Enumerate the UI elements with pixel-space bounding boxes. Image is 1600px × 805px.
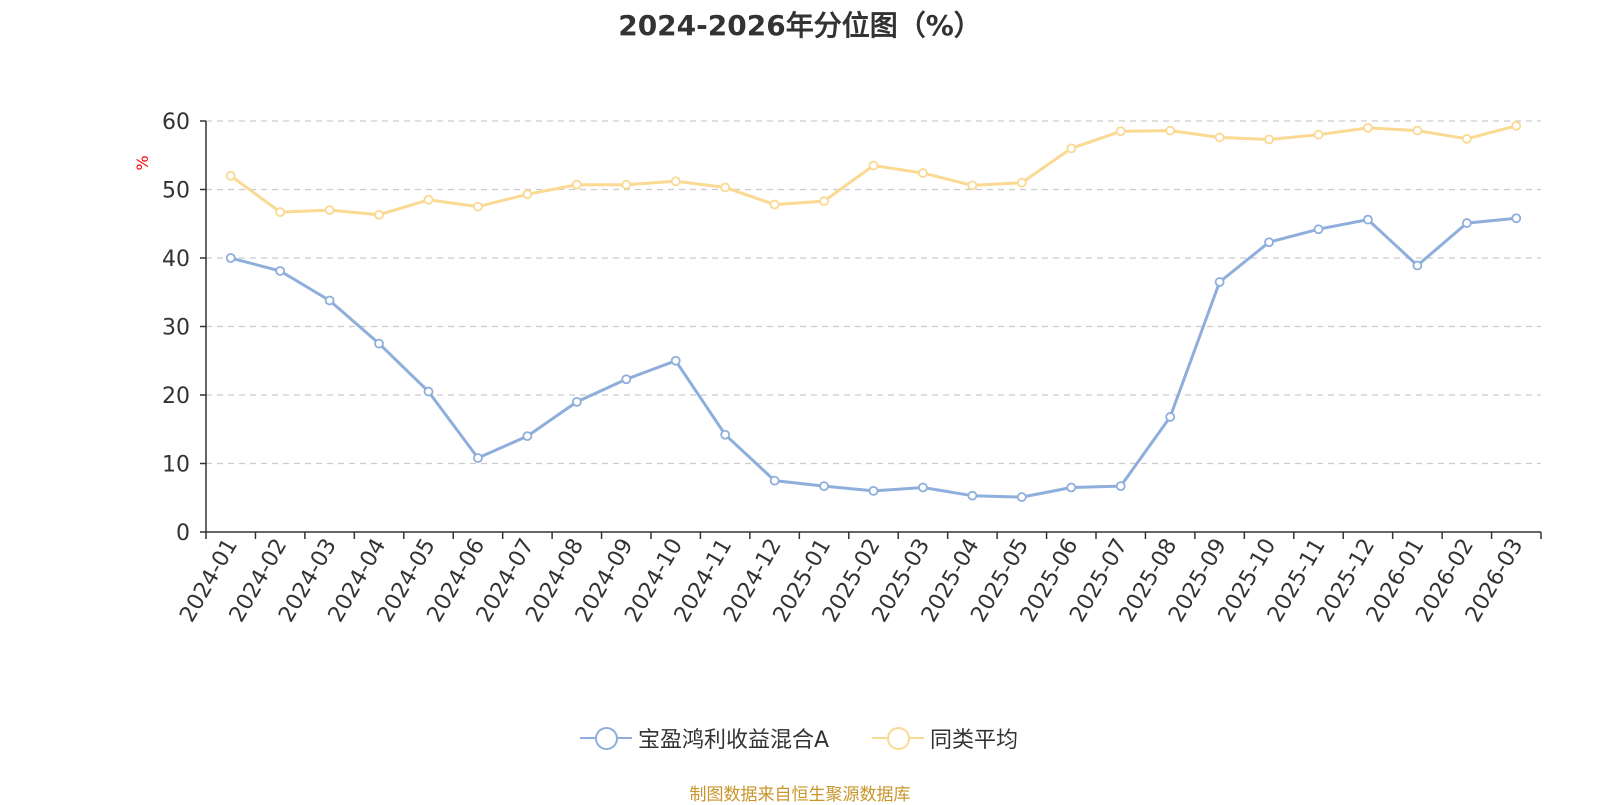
y-tick-label: 50: [162, 179, 190, 204]
series-0: [225, 213, 1522, 502]
data-point: [720, 429, 731, 440]
data-point: [522, 189, 533, 200]
data-point: [1115, 126, 1126, 137]
data-point: [868, 160, 879, 171]
data-point: [1313, 129, 1324, 140]
legend-item-series-0[interactable]: 宝盈鸿利收益混合A: [580, 722, 829, 754]
y-tick-label: 0: [176, 521, 190, 546]
data-point: [571, 179, 582, 190]
data-point: [819, 481, 829, 492]
y-tick-label: 30: [162, 316, 190, 341]
grid-lines: [206, 120, 1541, 465]
data-point: [1066, 143, 1077, 154]
data-point: [1363, 122, 1373, 133]
data-point: [1165, 125, 1176, 136]
data-point: [324, 295, 335, 306]
data-point: [1264, 134, 1274, 145]
data-point: [1016, 177, 1027, 188]
legend-label: 同类平均: [930, 728, 1019, 753]
data-point: [918, 168, 928, 178]
data-point: [1115, 481, 1126, 492]
data-point: [1461, 218, 1472, 228]
series-line: [230, 216, 1517, 499]
data-point: [621, 374, 632, 385]
data-point: [1264, 237, 1274, 248]
legend-swatch-icon: [872, 726, 924, 750]
data-point: [720, 182, 731, 193]
y-tick-label: 60: [162, 110, 190, 135]
legend-label: 宝盈鸿利收益混合A: [638, 728, 830, 753]
series-1: [225, 120, 1522, 220]
data-point: [670, 355, 681, 366]
data-point: [918, 482, 928, 493]
data-point: [225, 253, 236, 263]
legend-item-series-1[interactable]: 同类平均: [872, 722, 1018, 754]
data-point: [374, 338, 384, 349]
data-point: [967, 490, 978, 501]
data-point: [819, 196, 829, 207]
data-point: [324, 205, 335, 215]
y-axis-label: %: [133, 155, 152, 170]
y-tick-label: 10: [162, 453, 190, 478]
x-tick-labels: 2024-012024-022024-032024-042024-052024-…: [175, 535, 1528, 627]
data-point: [473, 201, 483, 212]
data-point: [1511, 213, 1522, 224]
data-point: [522, 431, 533, 442]
y-tick-label: 40: [162, 247, 190, 272]
data-point: [1016, 492, 1027, 502]
legend-swatch-icon: [580, 726, 632, 750]
data-point: [423, 386, 434, 397]
y-tick-labels: 0 10 20 30 40 50 60: [162, 110, 190, 546]
data-point: [1313, 224, 1324, 235]
data-point: [275, 207, 286, 218]
data-point: [225, 170, 236, 181]
data-point: [621, 179, 632, 190]
data-point: [670, 176, 681, 187]
data-point: [1363, 214, 1373, 225]
data-point: [1214, 277, 1225, 287]
data-point: [1511, 120, 1522, 131]
data-point: [1412, 125, 1423, 136]
data-point: [1066, 482, 1077, 493]
data-point: [473, 453, 483, 463]
data-point: [275, 266, 286, 276]
chart-title: 2024-2026年分位图（%）: [618, 9, 982, 42]
data-point: [1412, 260, 1423, 271]
data-point: [769, 475, 780, 486]
data-point: [1461, 133, 1472, 144]
data-point: [1165, 412, 1176, 422]
data-point: [868, 485, 879, 496]
y-tick-label: 20: [162, 384, 190, 409]
series-lines: [225, 120, 1522, 502]
source-note: 制图数据来自恒生聚源数据库: [689, 785, 911, 805]
data-point: [769, 199, 780, 210]
data-point: [967, 180, 978, 191]
axes: [200, 120, 1542, 539]
data-point: [571, 396, 582, 407]
data-point: [374, 209, 384, 220]
data-point: [1214, 132, 1225, 143]
data-point: [423, 194, 434, 205]
